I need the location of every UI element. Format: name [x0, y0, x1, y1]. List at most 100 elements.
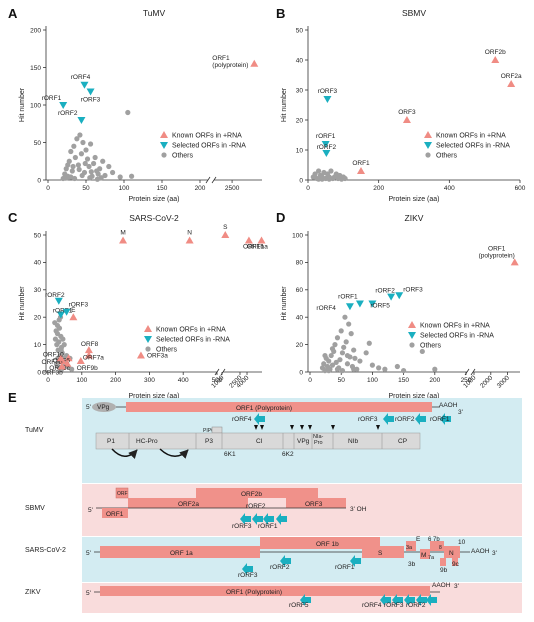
point-label-line: rORF2 [58, 110, 78, 117]
point-others [322, 368, 328, 374]
point-label-line: ORF3a [147, 353, 168, 360]
point-label: ORF1b [243, 243, 264, 250]
tumv-vpg-label: VPg [97, 404, 110, 411]
y-tick-label: 40 [296, 315, 304, 322]
legend-marker-others [161, 152, 167, 158]
x-tick-label: 200 [429, 377, 440, 384]
y-axis-label: Hit number [19, 87, 26, 122]
point-orf1 [250, 59, 259, 67]
rorf-arrow [383, 413, 394, 425]
point-label: ORF9b [77, 365, 98, 372]
tumv-ci: CI [256, 438, 263, 445]
tumv-orf1-bar [126, 402, 432, 412]
y-tick-label: 20 [296, 117, 304, 124]
sars-3a-label: 3a [406, 545, 413, 551]
point-others [61, 342, 67, 348]
y-axis-label: Hit number [281, 286, 288, 321]
point-label-line: ORF2a [501, 73, 522, 80]
sars-9c-label: 9c [452, 561, 460, 568]
sars-3a-bar [406, 541, 416, 551]
tumv-p1: P1 [107, 438, 115, 445]
panel-letter-a: A [8, 6, 18, 21]
y-tick-label: 0 [37, 177, 41, 184]
point-others [87, 175, 93, 181]
point-others [82, 160, 88, 167]
point-others [326, 176, 332, 182]
point-rorf3 [323, 96, 332, 103]
tumv-polya: AAOH [439, 402, 458, 409]
point-rorf4 [345, 303, 354, 311]
y-tick-label: 100 [292, 232, 303, 239]
point-label: rORF2 [45, 292, 65, 299]
chart-title: SARS-CoV-2 [129, 213, 179, 223]
tumv-nia-pro: NIa-Pro [313, 434, 324, 446]
point-others [339, 368, 346, 374]
sars-7a-label: 7a [428, 555, 435, 561]
axis-break-gap [208, 177, 214, 183]
sbmv-rorf1-label: rORF1 [258, 523, 278, 530]
rorf-arrow [415, 413, 426, 425]
legend-label-others: Others [156, 347, 178, 354]
point-others [394, 363, 400, 370]
y-tick-label: 60 [296, 287, 304, 294]
point-others [83, 147, 89, 153]
point-others [110, 169, 116, 176]
point-others [125, 109, 131, 116]
point-others [94, 176, 100, 182]
point-others [97, 166, 103, 172]
point-others [95, 171, 101, 177]
y-tick-label: 50 [296, 27, 304, 34]
point-orf3 [402, 116, 411, 123]
x-tick-label: 200 [195, 185, 206, 192]
point-label: ORF1 (polyprotein) [479, 245, 515, 259]
point-others [69, 366, 75, 372]
point-others [100, 158, 106, 164]
point-others [376, 365, 382, 371]
point-label: ORF10 [43, 351, 64, 358]
rorf-arrow [280, 555, 291, 567]
legend-marker-known [144, 325, 152, 332]
point-orf3b [57, 362, 66, 370]
point-label: rORF3 [81, 97, 101, 104]
y-axis-label: Hit number [281, 87, 288, 122]
x-tick-label: 50 [338, 377, 346, 384]
point-label: rORF3 [318, 88, 338, 95]
rorf-arrow [404, 594, 415, 606]
tumv-vpg-cap [92, 402, 116, 412]
point-label-line: rORF4 [71, 74, 91, 81]
point-label: rORF5 [370, 303, 390, 310]
sars-8-bar [438, 541, 444, 551]
panel-a-tumv-scatter: TuMV 0 50 100 150 200 0 50 100 150 200 2500 Protein … [19, 8, 262, 203]
sbmv-orf2a-bar [128, 498, 248, 508]
point-others [56, 339, 62, 345]
point-rorf2 [54, 297, 63, 305]
x-tick-label: 2500 [225, 185, 240, 192]
point-label: ORF7a [83, 355, 104, 362]
legend-label-known: Known ORFs in +RNA [156, 327, 226, 334]
point-label-line: rORF1 [53, 307, 73, 314]
point-others [344, 361, 351, 367]
point-others [343, 339, 349, 345]
axis-break-mark [470, 368, 476, 376]
y-tick-label: 30 [296, 87, 304, 94]
legend-marker-known [160, 131, 168, 138]
rorf-arrow [252, 513, 263, 525]
cleavage-marker [376, 425, 380, 430]
point-others [348, 331, 354, 337]
tumv-cp: CP [398, 438, 407, 445]
point-label-line: rORF2 [45, 292, 65, 299]
point-others [363, 350, 369, 356]
legend-marker-selected [424, 142, 432, 149]
sbmv-3prime: 3' OH [350, 506, 367, 513]
point-others [326, 368, 332, 374]
tumv-3prime: 3' [458, 409, 463, 416]
sars-9c-bar [452, 558, 458, 566]
sars-rorf-arrows [242, 555, 361, 575]
x-axis-label: Protein size (aa) [389, 196, 440, 203]
y-tick-label: 40 [296, 57, 304, 64]
point-others [346, 321, 352, 327]
tumv-hcpro: HC-Pro [136, 438, 158, 445]
tumv-rorf2-label: rORF2 [395, 416, 415, 423]
point-label-line: E [71, 307, 76, 314]
x-tick-label: 3000 [496, 374, 511, 389]
